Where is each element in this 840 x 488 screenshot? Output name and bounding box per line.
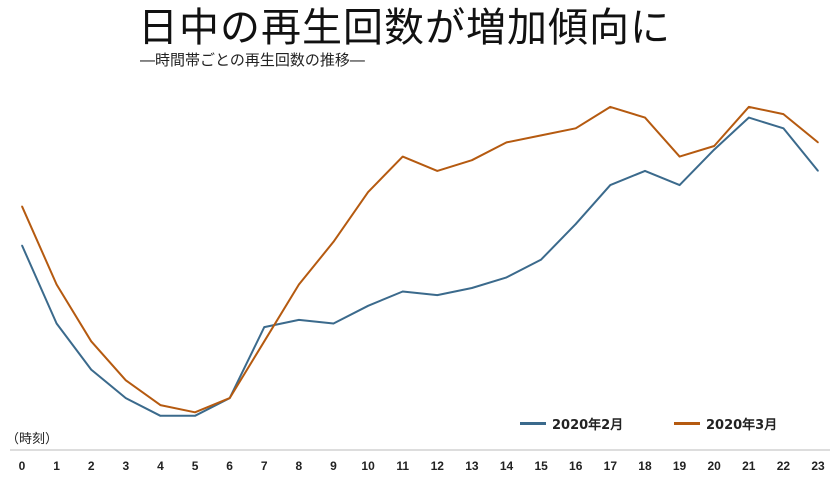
- data-point: [159, 404, 162, 406]
- legend-label-feb: 2020年2月: [552, 418, 624, 433]
- x-tick-label: 14: [500, 459, 514, 473]
- data-point: [90, 368, 93, 371]
- data-point: [782, 127, 785, 130]
- data-point: [194, 415, 196, 417]
- data-point: [505, 276, 508, 279]
- data-point: [194, 411, 196, 414]
- data-point: [609, 106, 612, 108]
- data-point: [90, 340, 93, 343]
- legend-label-mar: 2020年3月: [706, 418, 778, 433]
- legend-swatch-feb: [520, 422, 546, 425]
- data-point: [678, 184, 681, 186]
- data-point: [471, 159, 473, 161]
- chart-subtitle: ―時間帯ごとの再生回数の推移―: [140, 51, 365, 69]
- data-point: [713, 148, 715, 151]
- data-point: [782, 113, 785, 115]
- data-point: [747, 116, 750, 119]
- data-point: [401, 290, 404, 293]
- x-tick-label: 3: [122, 459, 129, 473]
- x-tick-label: 17: [604, 459, 618, 473]
- data-point: [401, 155, 404, 158]
- data-point: [713, 145, 715, 147]
- data-point: [21, 244, 23, 247]
- x-tick-label: 7: [261, 459, 268, 473]
- data-point: [817, 141, 819, 144]
- x-tick-label: 23: [811, 459, 825, 473]
- data-point: [125, 397, 127, 399]
- x-tick-label: 15: [534, 459, 548, 473]
- data-point: [367, 304, 369, 307]
- data-point: [574, 127, 577, 130]
- legend-swatch-mar: [674, 422, 700, 425]
- data-point: [125, 379, 127, 382]
- data-point: [159, 415, 162, 417]
- x-tick-label: 2: [88, 459, 95, 473]
- x-tick-label: 0: [19, 459, 26, 473]
- data-point: [21, 205, 23, 208]
- x-tick-label: 16: [569, 459, 583, 473]
- x-axis-unit-label: （時刻）: [6, 432, 59, 447]
- chart-title: 日中の再生回数が増加傾向に: [138, 5, 671, 51]
- x-tick-label: 20: [707, 459, 721, 473]
- data-point: [332, 241, 335, 243]
- data-point: [817, 170, 819, 172]
- x-tick-label: 11: [396, 459, 409, 473]
- data-point: [367, 191, 369, 193]
- plot-area: [21, 105, 819, 417]
- data-point: [644, 170, 646, 172]
- x-tick-label: 12: [431, 459, 445, 473]
- data-point: [644, 116, 646, 119]
- x-tick-label: 1: [53, 459, 60, 473]
- data-point: [436, 170, 439, 172]
- x-tick-label: 8: [296, 459, 303, 473]
- data-point: [55, 283, 58, 286]
- data-point: [540, 258, 542, 261]
- data-point: [263, 326, 266, 328]
- data-point: [609, 184, 612, 186]
- x-tick-label: 5: [192, 459, 199, 473]
- x-tick-label: 9: [330, 459, 337, 473]
- series-line-mar: [21, 105, 819, 414]
- data-point: [298, 283, 300, 286]
- data-point: [678, 155, 681, 158]
- data-point: [747, 106, 750, 108]
- x-tick-label: 19: [673, 459, 687, 473]
- x-tick-label: 4: [157, 459, 164, 473]
- x-tick-label: 13: [465, 459, 479, 473]
- x-tick-label: 21: [742, 459, 756, 473]
- data-point: [436, 294, 439, 296]
- x-tick-label: 18: [638, 459, 652, 473]
- data-point: [540, 134, 542, 137]
- data-point: [332, 322, 335, 325]
- data-point: [574, 223, 577, 225]
- series-line-feb: [21, 116, 819, 417]
- x-tick-label: 6: [226, 459, 233, 473]
- data-point: [471, 287, 473, 289]
- x-tick-label: 22: [777, 459, 791, 473]
- data-point: [505, 141, 508, 144]
- data-point: [55, 322, 58, 325]
- data-point: [263, 340, 266, 343]
- x-tick-label: 10: [361, 459, 375, 473]
- data-point: [228, 397, 231, 399]
- x-axis-ticks: 0 1 2 3 4 5 6 7 8 9 10 11 12 13 14 15 16 17 18 19 20 21 22 23: [19, 459, 825, 473]
- data-point: [298, 319, 300, 321]
